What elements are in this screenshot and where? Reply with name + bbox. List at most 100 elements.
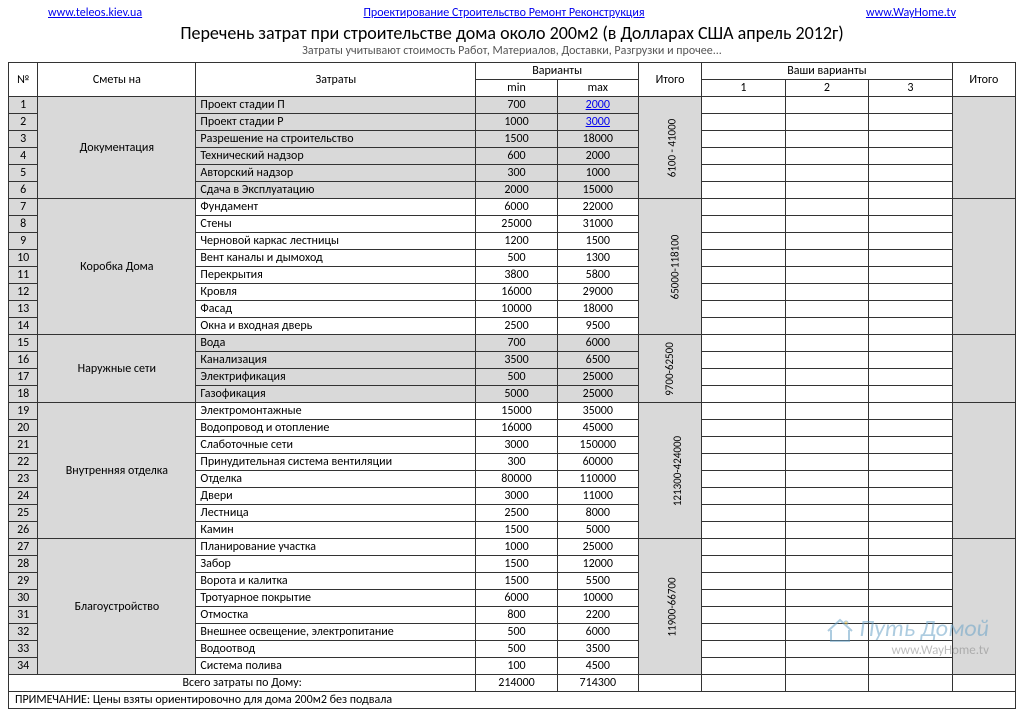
user-v3[interactable] bbox=[869, 352, 953, 369]
user-v2[interactable] bbox=[785, 624, 869, 641]
user-v2[interactable] bbox=[785, 318, 869, 335]
user-v3[interactable] bbox=[869, 522, 953, 539]
user-v1[interactable] bbox=[702, 522, 786, 539]
user-v2[interactable] bbox=[785, 590, 869, 607]
user-v1[interactable] bbox=[702, 539, 786, 556]
user-v1[interactable] bbox=[702, 97, 786, 114]
user-v2[interactable] bbox=[785, 488, 869, 505]
user-v1[interactable] bbox=[702, 556, 786, 573]
user-v2[interactable] bbox=[785, 148, 869, 165]
user-v2[interactable] bbox=[785, 641, 869, 658]
user-v1[interactable] bbox=[702, 505, 786, 522]
user-v2[interactable] bbox=[785, 471, 869, 488]
user-v1[interactable] bbox=[702, 437, 786, 454]
user-v2[interactable] bbox=[785, 386, 869, 403]
user-v1[interactable] bbox=[702, 454, 786, 471]
user-v1[interactable] bbox=[702, 607, 786, 624]
user-v3[interactable] bbox=[869, 335, 953, 352]
user-v2[interactable] bbox=[785, 182, 869, 199]
link-right[interactable]: www.WayHome.tv bbox=[866, 6, 956, 20]
max-value[interactable]: 3000 bbox=[557, 114, 638, 131]
user-v3[interactable] bbox=[869, 590, 953, 607]
user-v2[interactable] bbox=[785, 114, 869, 131]
user-v1[interactable] bbox=[702, 590, 786, 607]
user-v3[interactable] bbox=[869, 607, 953, 624]
user-v1[interactable] bbox=[702, 386, 786, 403]
user-v3[interactable] bbox=[869, 420, 953, 437]
user-v3[interactable] bbox=[869, 267, 953, 284]
user-v2[interactable] bbox=[785, 97, 869, 114]
user-v2[interactable] bbox=[785, 539, 869, 556]
user-v1[interactable] bbox=[702, 216, 786, 233]
user-v3[interactable] bbox=[869, 97, 953, 114]
user-v3[interactable] bbox=[869, 624, 953, 641]
user-v1[interactable] bbox=[702, 114, 786, 131]
user-v1[interactable] bbox=[702, 199, 786, 216]
user-v1[interactable] bbox=[702, 165, 786, 182]
user-v1[interactable] bbox=[702, 641, 786, 658]
user-v3[interactable] bbox=[869, 437, 953, 454]
user-v1[interactable] bbox=[702, 267, 786, 284]
user-v2[interactable] bbox=[785, 233, 869, 250]
user-v2[interactable] bbox=[785, 454, 869, 471]
user-v3[interactable] bbox=[869, 539, 953, 556]
user-v2[interactable] bbox=[785, 199, 869, 216]
user-v2[interactable] bbox=[785, 165, 869, 182]
user-v3[interactable] bbox=[869, 658, 953, 675]
user-v3[interactable] bbox=[869, 573, 953, 590]
user-v1[interactable] bbox=[702, 148, 786, 165]
user-v3[interactable] bbox=[869, 148, 953, 165]
user-v3[interactable] bbox=[869, 250, 953, 267]
user-v3[interactable] bbox=[869, 284, 953, 301]
user-v3[interactable] bbox=[869, 488, 953, 505]
user-v1[interactable] bbox=[702, 182, 786, 199]
user-v3[interactable] bbox=[869, 403, 953, 420]
user-v3[interactable] bbox=[869, 318, 953, 335]
user-v2[interactable] bbox=[785, 573, 869, 590]
user-v2[interactable] bbox=[785, 216, 869, 233]
user-v2[interactable] bbox=[785, 420, 869, 437]
user-v3[interactable] bbox=[869, 233, 953, 250]
user-v2[interactable] bbox=[785, 301, 869, 318]
user-v2[interactable] bbox=[785, 284, 869, 301]
link-center[interactable]: Проектирование Строительство Ремонт Реко… bbox=[363, 6, 644, 20]
user-v1[interactable] bbox=[702, 284, 786, 301]
user-v1[interactable] bbox=[702, 301, 786, 318]
user-v1[interactable] bbox=[702, 131, 786, 148]
user-v2[interactable] bbox=[785, 403, 869, 420]
user-v2[interactable] bbox=[785, 267, 869, 284]
user-v3[interactable] bbox=[869, 556, 953, 573]
user-v1[interactable] bbox=[702, 403, 786, 420]
user-v1[interactable] bbox=[702, 233, 786, 250]
user-v3[interactable] bbox=[869, 216, 953, 233]
user-v3[interactable] bbox=[869, 454, 953, 471]
user-v2[interactable] bbox=[785, 250, 869, 267]
user-v2[interactable] bbox=[785, 437, 869, 454]
user-v2[interactable] bbox=[785, 335, 869, 352]
user-v1[interactable] bbox=[702, 488, 786, 505]
user-v1[interactable] bbox=[702, 318, 786, 335]
user-v3[interactable] bbox=[869, 386, 953, 403]
user-v1[interactable] bbox=[702, 420, 786, 437]
user-v1[interactable] bbox=[702, 335, 786, 352]
user-v3[interactable] bbox=[869, 505, 953, 522]
user-v2[interactable] bbox=[785, 658, 869, 675]
max-value[interactable]: 2000 bbox=[557, 97, 638, 114]
link-left[interactable]: www.teleos.kiev.ua bbox=[48, 6, 142, 20]
user-v2[interactable] bbox=[785, 352, 869, 369]
user-v2[interactable] bbox=[785, 607, 869, 624]
user-v2[interactable] bbox=[785, 131, 869, 148]
user-v2[interactable] bbox=[785, 505, 869, 522]
user-v1[interactable] bbox=[702, 658, 786, 675]
user-v1[interactable] bbox=[702, 352, 786, 369]
user-v1[interactable] bbox=[702, 471, 786, 488]
user-v3[interactable] bbox=[869, 182, 953, 199]
user-v2[interactable] bbox=[785, 556, 869, 573]
user-v3[interactable] bbox=[869, 131, 953, 148]
user-v1[interactable] bbox=[702, 369, 786, 386]
user-v2[interactable] bbox=[785, 369, 869, 386]
user-v3[interactable] bbox=[869, 114, 953, 131]
user-v1[interactable] bbox=[702, 250, 786, 267]
user-v3[interactable] bbox=[869, 301, 953, 318]
user-v3[interactable] bbox=[869, 471, 953, 488]
